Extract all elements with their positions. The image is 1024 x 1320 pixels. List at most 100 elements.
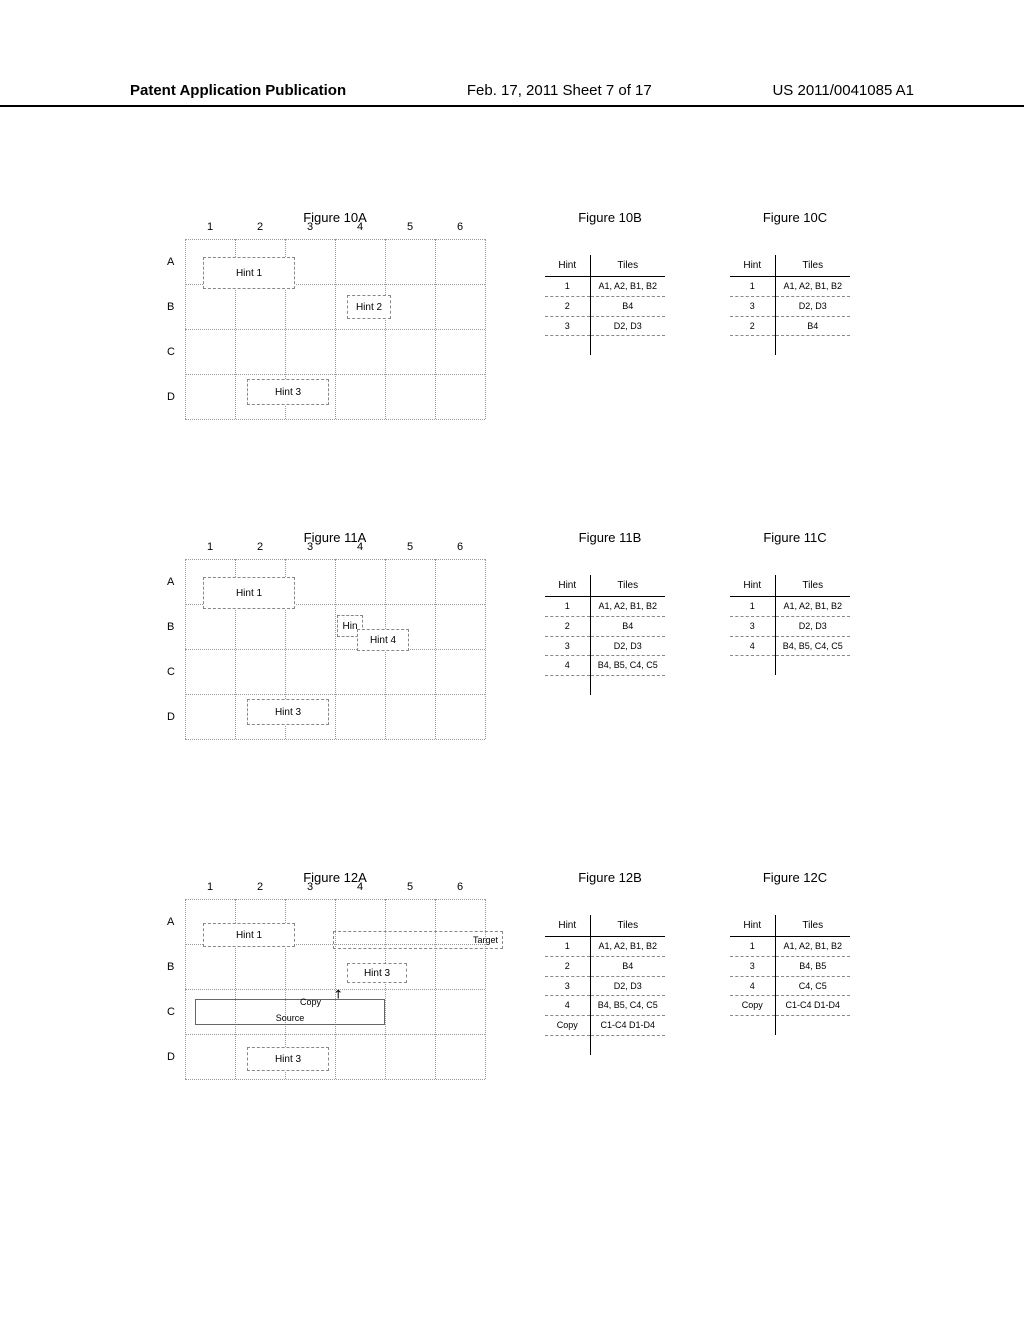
table-header: Tiles: [775, 575, 850, 597]
table-header: Hint: [545, 915, 590, 937]
table-row: 3D2, D3: [545, 636, 665, 656]
table-row: 4B4, B5, C4, C5: [730, 636, 850, 656]
table-cell: 4: [730, 636, 775, 656]
grid-10a: 123456ABCDHint 1Hint 2Hint 3: [185, 239, 485, 419]
table-cell: 4: [545, 996, 590, 1016]
grid-vline: [385, 239, 386, 419]
table-header: Tiles: [775, 255, 850, 277]
grid-vline: [435, 899, 436, 1079]
table-cell: C1-C4 D1-D4: [590, 1016, 665, 1036]
grid-12a: 123456ABCDHint 1Hint 3Hint 3TargetSource…: [185, 899, 485, 1079]
table-row: 3D2, D3: [730, 296, 850, 316]
col-label: 5: [385, 221, 435, 233]
figure-11b-title: Figure 11B: [545, 530, 675, 545]
table-cell: C4, C5: [775, 976, 850, 996]
table-header: Hint: [545, 255, 590, 277]
table-row: 3B4, B5: [730, 956, 850, 976]
table-header: Tiles: [590, 575, 665, 597]
row-label: D: [167, 374, 175, 419]
figure-11a: Figure 11A 123456ABCDHint 1HinHint 4Hint…: [185, 530, 485, 739]
table-header: Tiles: [590, 915, 665, 937]
grid-hline: [185, 1079, 485, 1080]
table-cell: 1: [545, 597, 590, 617]
col-label: 2: [235, 881, 285, 893]
col-label: 3: [285, 221, 335, 233]
table-row: 4C4, C5: [730, 976, 850, 996]
table-row: 2B4: [545, 296, 665, 316]
row-label: B: [167, 944, 174, 989]
table-cell: D2, D3: [775, 296, 850, 316]
target-box: Target: [333, 931, 503, 949]
row-label: B: [167, 284, 174, 329]
col-label: 2: [235, 541, 285, 553]
table-tail: [730, 656, 850, 675]
table-12b: HintTiles1A1, A2, B1, B22B43D2, D34B4, B…: [545, 915, 665, 1055]
grid-vline: [335, 559, 336, 739]
table-header: Hint: [545, 575, 590, 597]
table-cell: B4, B5, C4, C5: [590, 656, 665, 676]
table-10b: HintTiles1A1, A2, B1, B22B43D2, D3: [545, 255, 665, 355]
row-label: A: [167, 559, 174, 604]
table-cell: A1, A2, B1, B2: [775, 937, 850, 957]
table-tail: [545, 1035, 665, 1054]
figure-10c: Figure 10C HintTiles1A1, A2, B1, B23D2, …: [730, 210, 860, 419]
figure-12b: Figure 12B HintTiles1A1, A2, B1, B22B43D…: [545, 870, 675, 1079]
table-header: Hint: [730, 915, 775, 937]
copy-label: Copy: [300, 997, 321, 1007]
table-row: 3D2, D3: [545, 316, 665, 336]
hint-box: Hint 3: [247, 1047, 329, 1071]
table-cell: D2, D3: [590, 636, 665, 656]
table-tail: [545, 676, 665, 695]
col-label: 4: [335, 221, 385, 233]
figure-10c-title: Figure 10C: [730, 210, 860, 225]
grid-vline: [435, 559, 436, 739]
table-tail: [730, 1016, 850, 1035]
table-cell: A1, A2, B1, B2: [590, 277, 665, 297]
grid-vline: [335, 239, 336, 419]
grid-vline: [185, 239, 186, 419]
figure-11c: Figure 11C HintTiles1A1, A2, B1, B23D2, …: [730, 530, 860, 739]
table-cell: B4, B5, C4, C5: [590, 996, 665, 1016]
table-tail: [545, 336, 665, 355]
col-label: 1: [185, 881, 235, 893]
table-cell: A1, A2, B1, B2: [590, 597, 665, 617]
table-header: Tiles: [775, 915, 850, 937]
table-cell: B4, B5: [775, 956, 850, 976]
table-row: 1A1, A2, B1, B2: [545, 277, 665, 297]
figure-12a: Figure 12A 123456ABCDHint 1Hint 3Hint 3T…: [185, 870, 485, 1079]
table-cell: B4: [590, 296, 665, 316]
grid-hline: [185, 419, 485, 420]
table-cell: 3: [730, 956, 775, 976]
table-cell: D2, D3: [775, 616, 850, 636]
row-label: D: [167, 694, 175, 739]
header-center: Feb. 17, 2011 Sheet 7 of 17: [467, 82, 652, 99]
table-cell: 2: [545, 956, 590, 976]
table-cell: Copy: [545, 1016, 590, 1036]
figure-12c-title: Figure 12C: [730, 870, 860, 885]
row-label: C: [167, 649, 175, 694]
col-label: 1: [185, 541, 235, 553]
table-cell: B4: [590, 616, 665, 636]
grid-vline: [485, 239, 486, 419]
figure-row-11: Figure 11A 123456ABCDHint 1HinHint 4Hint…: [0, 530, 1024, 739]
hint-box: Hint 3: [247, 699, 329, 725]
col-label: 6: [435, 221, 485, 233]
hint-box: Hint 3: [247, 379, 329, 405]
table-cell: B4: [775, 316, 850, 336]
col-label: 1: [185, 221, 235, 233]
grid-vline: [185, 559, 186, 739]
table-row: 1A1, A2, B1, B2: [545, 937, 665, 957]
table-cell: 3: [545, 636, 590, 656]
figure-12b-title: Figure 12B: [545, 870, 675, 885]
header-left: Patent Application Publication: [130, 82, 346, 99]
table-10c: HintTiles1A1, A2, B1, B23D2, D32B4: [730, 255, 850, 355]
figure-row-10: Figure 10A 123456ABCDHint 1Hint 2Hint 3 …: [0, 210, 1024, 419]
table-cell: 2: [730, 316, 775, 336]
table-header: Hint: [730, 575, 775, 597]
hint-box: Hint 4: [357, 629, 409, 651]
col-label: 5: [385, 881, 435, 893]
grid-11a: 123456ABCDHint 1HinHint 4Hint 3: [185, 559, 485, 739]
table-cell: D2, D3: [590, 976, 665, 996]
grid-hline: [185, 739, 485, 740]
col-label: 2: [235, 221, 285, 233]
